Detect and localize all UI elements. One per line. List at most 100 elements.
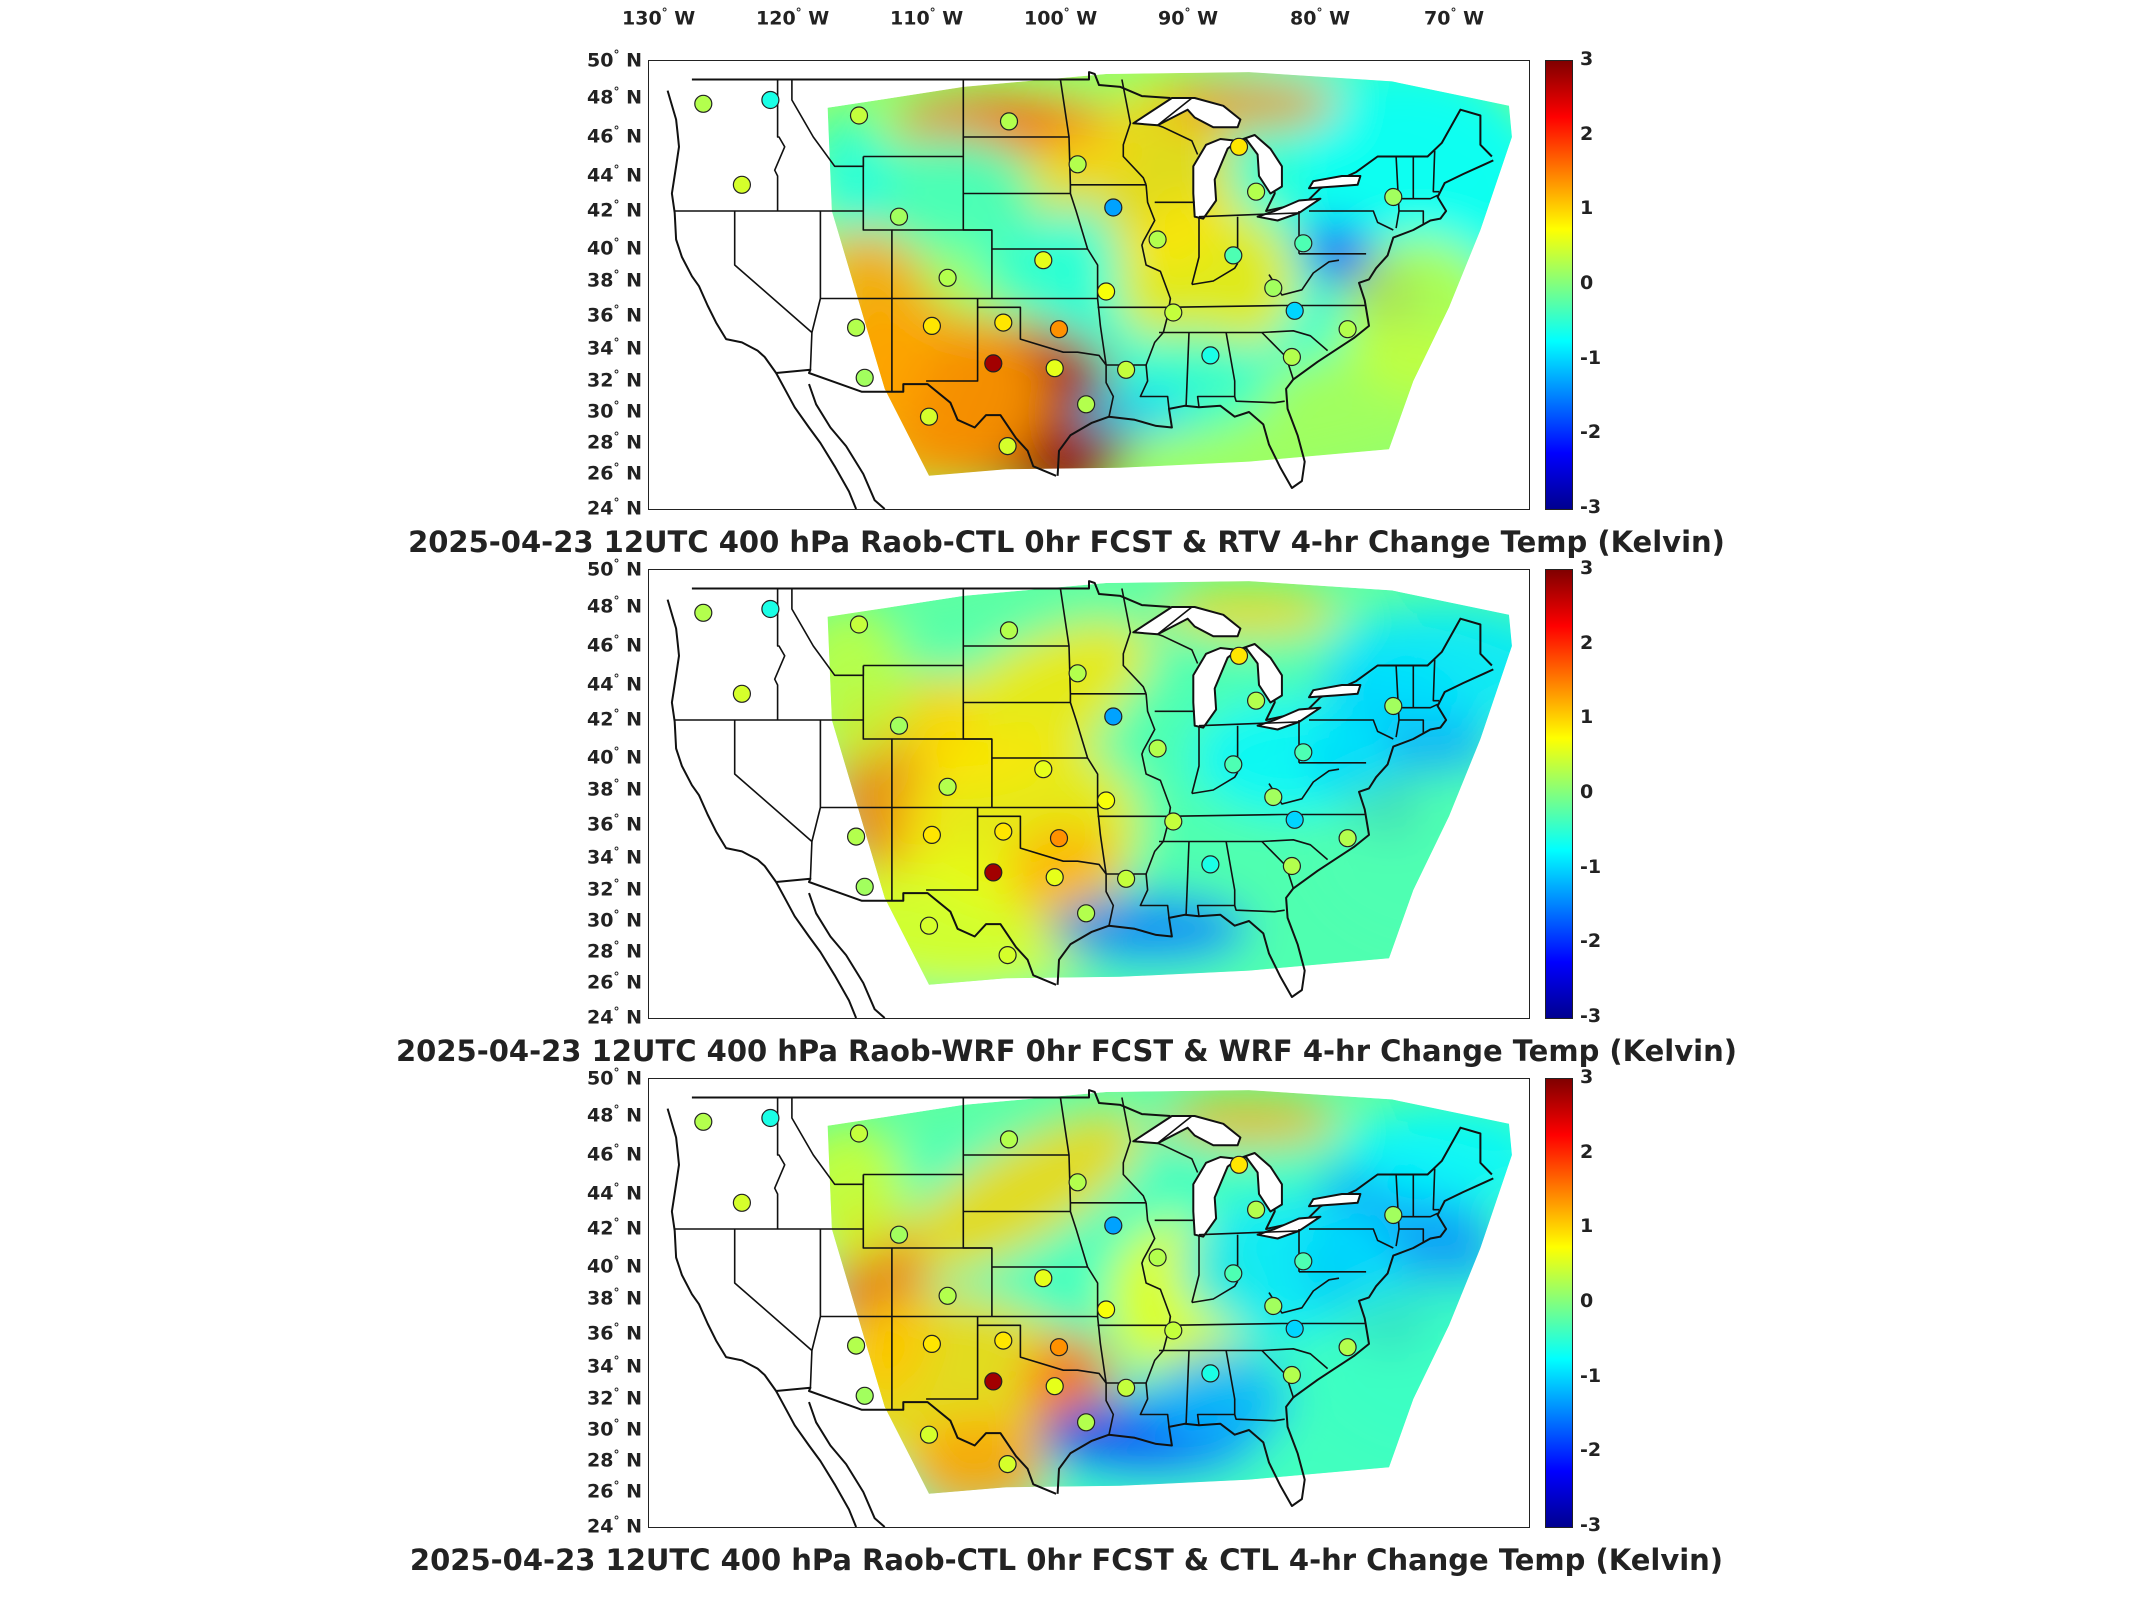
raob-station-marker (1282, 347, 1302, 367)
latitude-tick-label: 38° N (587, 777, 642, 801)
raob-station-marker (1164, 303, 1183, 322)
raob-station-marker (1068, 664, 1087, 683)
raob-station-marker (1148, 1248, 1167, 1267)
colorbar-tick-label: -1 (1580, 346, 1602, 369)
raob-station-marker (1034, 251, 1053, 270)
raob-station-marker (984, 1372, 1003, 1391)
latitude-tick-label: 24° N (587, 496, 642, 520)
latitude-tick-label: 26° N (587, 461, 642, 485)
temperature-map (666, 580, 1512, 1018)
latitude-tick-label: 32° N (587, 1386, 642, 1410)
raob-station-marker (732, 1193, 752, 1212)
raob-station-marker (1264, 278, 1283, 298)
raob-station-marker (1224, 755, 1243, 774)
raob-station-marker (1164, 812, 1183, 831)
raob-station-marker (1077, 904, 1096, 923)
latitude-tick-label: 34° N (587, 336, 642, 360)
raob-station-marker (847, 827, 866, 846)
raob-station-marker (694, 94, 713, 113)
latitude-tick-label: 40° N (587, 1254, 642, 1278)
colorbar-tick-label: 0 (1580, 1290, 1594, 1312)
panel-title: 2025-04-23 12UTC 400 hPa Raob-CTL 0hr FC… (409, 1543, 1724, 1577)
raob-station-marker (1104, 1216, 1123, 1235)
raob-station-marker (849, 106, 869, 125)
panel-title: 2025-04-23 12UTC 400 hPa Raob-CTL 0hr FC… (408, 525, 1725, 559)
colorbar-tick-label: -1 (1580, 1364, 1602, 1387)
raob-station-marker (849, 1124, 869, 1143)
latitude-tick-label: 28° N (587, 1448, 642, 1472)
raob-station-marker (1117, 1378, 1136, 1397)
raob-station-marker (1034, 1269, 1053, 1288)
latitude-tick-label: 30° N (587, 1417, 642, 1441)
raob-station-marker (1104, 707, 1123, 726)
colorbar-tick-label: -3 (1580, 1514, 1602, 1536)
raob-station-marker (1045, 1377, 1064, 1396)
raob-station-marker (1338, 829, 1357, 848)
raob-station-marker (922, 825, 941, 844)
longitude-tick-label: 100° W (1024, 6, 1098, 30)
state-boundaries (666, 71, 1494, 509)
colorbar (1545, 569, 1573, 1019)
raob-station-marker (1049, 829, 1069, 848)
raob-station-marker (994, 313, 1013, 332)
latitude-tick-label: 46° N (587, 124, 642, 148)
raob-station-marker (847, 318, 866, 337)
colorbar-tick-label: 3 (1580, 1066, 1594, 1088)
raob-station-marker (761, 90, 780, 110)
temperature-change-field (827, 581, 1512, 985)
latitude-tick-label: 50° N (587, 48, 642, 72)
raob-station-marker (919, 407, 939, 426)
latitude-tick-label: 50° N (587, 1066, 642, 1090)
colorbar-tick-label: 2 (1580, 1140, 1594, 1163)
raob-stations (694, 599, 1403, 965)
raob-station-marker (849, 615, 869, 634)
raob-station-marker (1045, 359, 1064, 378)
latitude-tick-label: 44° N (587, 672, 642, 696)
colorbar-tick-label: -1 (1580, 855, 1602, 878)
raob-station-marker (1282, 1365, 1302, 1385)
raob-stations (694, 1108, 1403, 1474)
latitude-tick-label: 38° N (587, 1286, 642, 1310)
colorbar-tick-label: 2 (1580, 122, 1594, 145)
raob-station-marker (889, 716, 909, 735)
raob-station-marker (998, 1455, 1017, 1474)
latitude-tick-label: 30° N (587, 908, 642, 932)
temperature-map (666, 1089, 1512, 1527)
colorbar-tick-label: -2 (1580, 421, 1602, 444)
raob-station-marker (1068, 155, 1087, 174)
latitude-tick-label: 44° N (587, 1181, 642, 1205)
raob-station-marker (984, 354, 1003, 373)
raob-station-marker (999, 112, 1019, 131)
latitude-tick-label: 28° N (587, 430, 642, 454)
longitude-tick-label: 70° W (1424, 6, 1485, 30)
latitude-tick-label: 40° N (587, 236, 642, 260)
raob-station-marker (1264, 1296, 1283, 1316)
latitude-tick-label: 42° N (587, 198, 642, 222)
latitude-tick-label: 32° N (587, 877, 642, 901)
raob-station-marker (938, 268, 957, 287)
longitude-tick-label: 110° W (890, 6, 964, 30)
raob-station-marker (1148, 739, 1167, 758)
temperature-change-field (827, 72, 1512, 476)
raob-station-marker (1117, 869, 1136, 888)
raob-station-marker (1224, 1264, 1243, 1283)
raob-station-marker (1117, 360, 1136, 379)
state-boundaries (666, 580, 1494, 1018)
raob-station-marker (922, 1334, 941, 1353)
latitude-tick-label: 42° N (587, 1216, 642, 1240)
panel-title: 2025-04-23 12UTC 400 hPa Raob-WRF 0hr FC… (395, 1034, 1737, 1068)
raob-station-marker (847, 1336, 866, 1355)
raob-station-marker (998, 946, 1017, 965)
colorbar-tick-label: -2 (1580, 930, 1602, 953)
raob-station-marker (1097, 1300, 1116, 1319)
raob-station-marker (889, 207, 909, 226)
raob-station-marker (1049, 1338, 1069, 1357)
raob-station-marker (1077, 1413, 1096, 1432)
raob-station-marker (1201, 855, 1220, 874)
latitude-tick-label: 48° N (587, 1103, 642, 1127)
raob-station-marker (694, 603, 713, 622)
latitude-tick-label: 46° N (587, 633, 642, 657)
raob-station-marker (855, 877, 874, 896)
raob-station-marker (994, 1331, 1013, 1350)
colorbar-tick-label: 1 (1580, 197, 1594, 220)
